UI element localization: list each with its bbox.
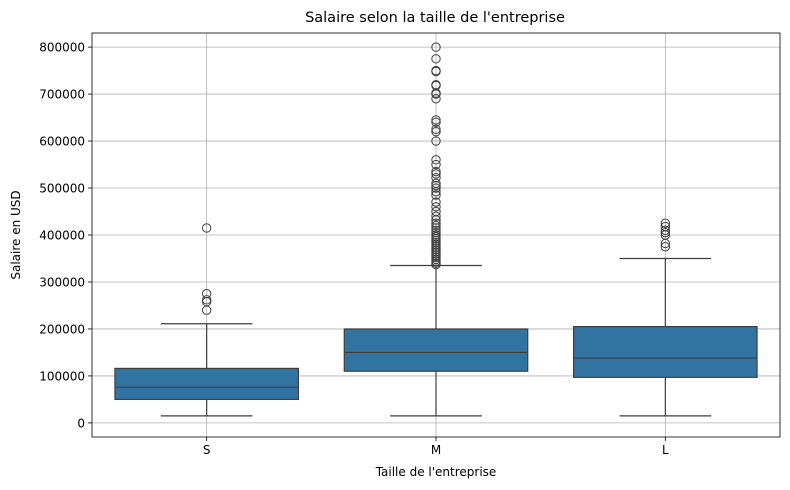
- outlier-point: [431, 117, 441, 127]
- y-tick-label: 600000: [39, 135, 85, 149]
- outlier-point: [431, 166, 441, 177]
- y-tick-label: 200000: [39, 322, 85, 336]
- outlier-point: [431, 126, 441, 137]
- outlier-point: [431, 169, 441, 179]
- outlier-point: [431, 190, 441, 200]
- outlier-point: [431, 218, 441, 228]
- y-tick-label: 700000: [39, 88, 85, 102]
- x-tick-label: M: [431, 443, 441, 457]
- outlier-point: [201, 305, 212, 315]
- outlier-point: [431, 42, 441, 52]
- x-axis-label: Taille de l'entreprise: [375, 465, 497, 479]
- y-tick-label: 100000: [39, 369, 85, 383]
- outlier-point: [660, 227, 671, 238]
- outlier-point: [431, 115, 441, 125]
- outlier-point: [431, 183, 441, 193]
- outlier-point: [431, 136, 441, 146]
- x-tick-label: S: [203, 443, 211, 457]
- outlier-point: [431, 211, 441, 221]
- box-series: [114, 42, 758, 417]
- y-axis-label: Salaire en USD: [9, 190, 23, 279]
- outlier-point: [431, 155, 441, 165]
- outlier-point: [431, 180, 441, 191]
- y-tick-label: 400000: [39, 229, 85, 243]
- x-tick-label: L: [662, 443, 669, 457]
- outlier-point: [201, 223, 212, 233]
- outlier-point: [431, 124, 441, 135]
- outlier-point: [431, 159, 441, 170]
- outlier-point: [431, 223, 441, 233]
- y-axis-ticks: 0 100000 200000 300000 400000 500000 600000 700…: [39, 41, 92, 430]
- iqr-box: [114, 367, 299, 401]
- outlier-point: [431, 94, 441, 104]
- outlier-point: [660, 238, 671, 249]
- y-tick-label: 0: [77, 416, 85, 430]
- iqr-box: [343, 328, 529, 372]
- outlier-point: [660, 225, 671, 236]
- outlier-point: [431, 202, 441, 212]
- y-tick-label: 300000: [39, 275, 85, 289]
- chart-title: Salaire selon la taille de l'entreprise: [305, 10, 565, 26]
- box-group-M: [343, 42, 529, 417]
- outlier-point: [431, 220, 441, 231]
- iqr-box: [572, 326, 758, 378]
- outlier-point: [431, 197, 441, 207]
- outlier-point: [431, 54, 441, 64]
- outlier-point: [431, 89, 441, 99]
- box-group-S: [114, 223, 299, 417]
- outlier-point: [660, 242, 671, 252]
- y-tick-label: 500000: [39, 182, 85, 196]
- outlier-point: [431, 187, 441, 197]
- outlier-point: [660, 218, 671, 228]
- outlier-point: [431, 259, 441, 270]
- outlier-point: [431, 66, 441, 77]
- box-group-L: [572, 218, 758, 417]
- y-tick-label: 800000: [39, 41, 85, 55]
